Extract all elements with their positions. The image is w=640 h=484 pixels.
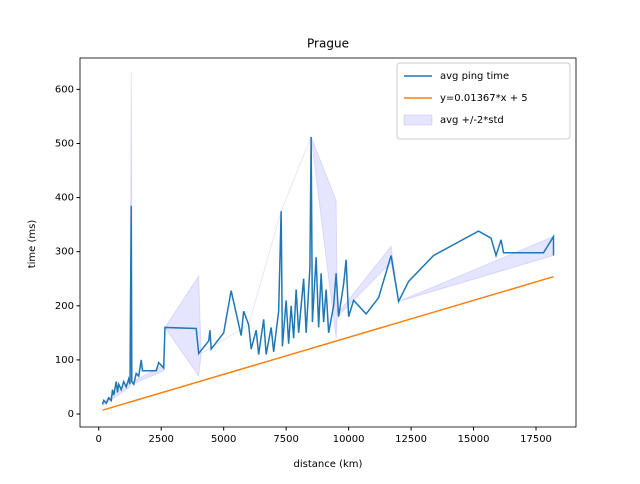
legend-label: y=0.01367*x + 5 bbox=[440, 93, 528, 104]
plot-frame bbox=[79, 57, 577, 428]
y-tick-label: 0 bbox=[68, 409, 74, 420]
x-tick-label: 0 bbox=[96, 434, 102, 445]
y-axis-label: time (ms) bbox=[27, 220, 38, 269]
x-axis-label: distance (km) bbox=[294, 459, 363, 470]
x-tick-label: 17500 bbox=[520, 434, 552, 445]
legend-label: avg +/-2*std bbox=[440, 115, 504, 126]
x-tick-label: 2500 bbox=[148, 434, 173, 445]
x-tick-label: 10000 bbox=[333, 434, 365, 445]
chart-title: Prague bbox=[307, 37, 349, 51]
line bbox=[102, 275, 554, 411]
y-tick-label: 300 bbox=[55, 247, 74, 258]
y-tick-label: 600 bbox=[55, 84, 74, 95]
line bbox=[101, 136, 555, 405]
y-tick-label: 100 bbox=[55, 355, 74, 366]
legend-box bbox=[396, 62, 571, 140]
x-tick-label: 12500 bbox=[395, 434, 427, 445]
y-tick-label: 400 bbox=[55, 193, 74, 204]
legend-swatch bbox=[403, 114, 433, 126]
x-tick-label: 7500 bbox=[273, 434, 298, 445]
x-tick-label: 5000 bbox=[211, 434, 236, 445]
legend-label: avg ping time bbox=[440, 71, 509, 82]
x-tick-label: 15000 bbox=[458, 434, 490, 445]
y-tick-label: 500 bbox=[55, 138, 74, 149]
y-tick-label: 200 bbox=[55, 301, 74, 312]
